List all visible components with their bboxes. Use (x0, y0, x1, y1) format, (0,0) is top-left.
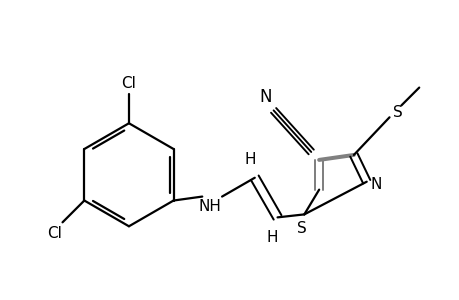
Text: Cl: Cl (47, 226, 62, 241)
Text: N: N (259, 88, 271, 106)
Text: N: N (370, 177, 381, 192)
Text: S: S (392, 105, 402, 120)
Text: S: S (297, 221, 307, 236)
Text: Cl: Cl (121, 76, 136, 91)
Text: NH: NH (198, 199, 221, 214)
Text: H: H (266, 230, 278, 245)
Text: H: H (244, 152, 255, 167)
